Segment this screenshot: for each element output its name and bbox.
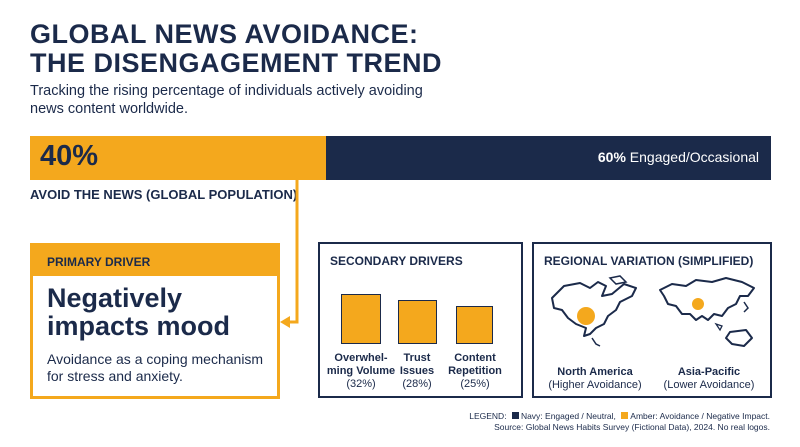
avoidance-stacked-bar: 40% 60% Engaged/Occasional [30, 136, 771, 180]
regional-variation-panel: REGIONAL VARIATION (SIMPLIFIED) North Am… [532, 242, 772, 398]
title-line-1: GLOBAL NEWS AVOIDANCE: [30, 19, 419, 49]
primary-driver-label: PRIMARY DRIVER [47, 255, 151, 269]
page-subtitle: Tracking the rising percentage of indivi… [30, 83, 423, 117]
legend-amber: Amber: Avoidance / Negative Impact. [630, 411, 770, 421]
avoidance-bar-caption: AVOID THE NEWS (GLOBAL POPULATION) [30, 187, 298, 202]
secondary-drivers-title: SECONDARY DRIVERS [330, 254, 463, 268]
legend: LEGEND: Navy: Engaged / Neutral, Amber: … [420, 411, 770, 433]
legend-line: LEGEND: Navy: Engaged / Neutral, Amber: … [420, 411, 770, 422]
arrowhead-icon [280, 316, 290, 328]
north-america-map-icon [551, 275, 637, 347]
driver-square-repetition [456, 306, 493, 344]
avoidance-bar-segment [30, 136, 327, 180]
legend-navy: Navy: Engaged / Neutral, [520, 411, 616, 421]
avoidance-percent-label: 40% [40, 140, 99, 172]
legend-amber-swatch [621, 412, 629, 419]
primary-driver-header: PRIMARY DRIVER [33, 246, 277, 276]
title-line-2: THE DISENGAGEMENT TREND [30, 48, 443, 78]
asia-pacific-map-icon [659, 277, 755, 347]
driver-square-trust [398, 300, 437, 344]
regional-variation-title: REGIONAL VARIATION (SIMPLIFIED) [544, 254, 754, 268]
legend-navy-swatch [511, 412, 519, 419]
driver-caption-repetition: Content Repetition (25%) [448, 352, 502, 390]
primary-driver-description: Avoidance as a coping mechanism for stre… [47, 351, 264, 384]
source-note: Source: Global News Habits Survey (Ficti… [494, 422, 770, 432]
engaged-label: 60% Engaged/Occasional [598, 149, 759, 165]
engaged-percent: 60% [597, 149, 626, 165]
legend-prefix: LEGEND: [469, 411, 507, 421]
region-caption-asia-pacific: Asia-Pacific (Lower Avoidance) [663, 366, 755, 391]
engaged-text: Engaged/Occasional [629, 149, 759, 165]
page-title: GLOBAL NEWS AVOIDANCE: THE DISENGAGEMENT… [30, 20, 590, 78]
secondary-drivers-panel: SECONDARY DRIVERS Overwhel-ming Volume (… [318, 242, 523, 398]
primary-driver-title: Negatively impacts mood [47, 283, 231, 341]
driver-caption-volume: Overwhel-ming Volume (32%) [326, 352, 396, 390]
primary-driver-card: PRIMARY DRIVER Negatively impacts mood A… [30, 243, 280, 399]
region-caption-north-america: North America (Higher Avoidance) [548, 366, 642, 391]
driver-square-volume [341, 294, 381, 344]
driver-caption-trust: Trust Issues (28%) [399, 352, 435, 390]
